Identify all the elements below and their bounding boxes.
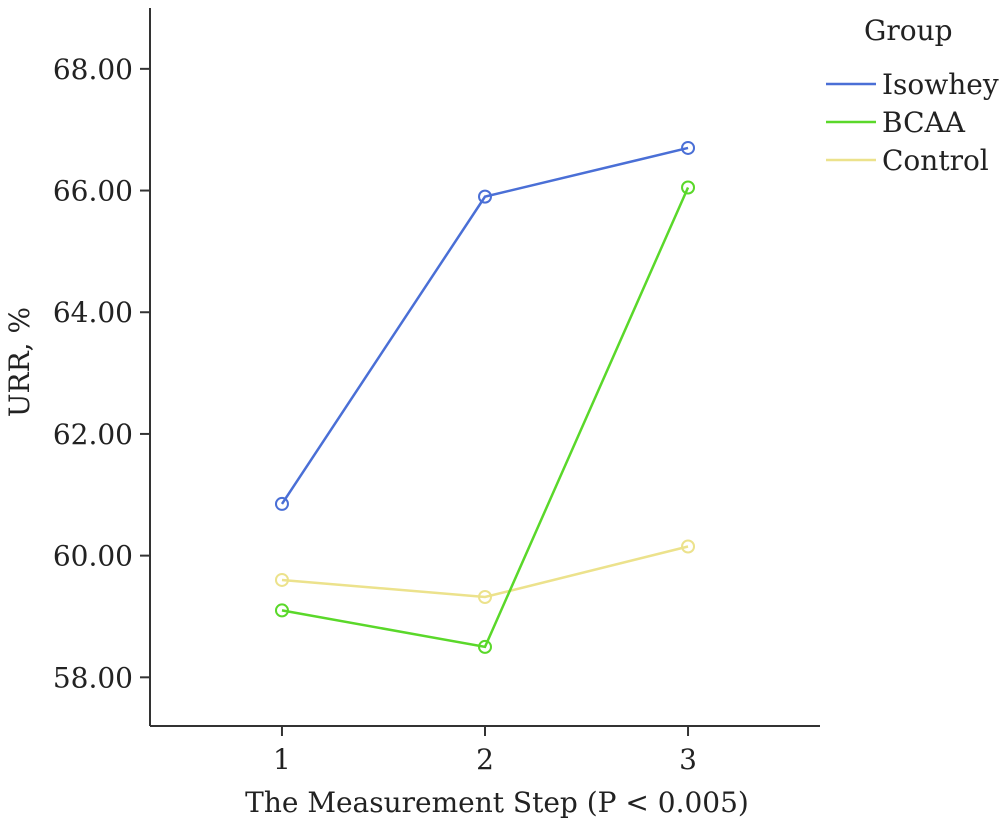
y-tick-label: 64.00 xyxy=(53,296,133,329)
legend-label-control: Control xyxy=(882,144,989,177)
data-point-isowhey xyxy=(274,496,289,511)
data-point-isowhey xyxy=(478,189,492,204)
series-line-control xyxy=(281,545,689,599)
y-tick-label: 58.00 xyxy=(53,661,133,694)
x-axis-title: The Measurement Step (P < 0.005) xyxy=(245,786,749,819)
legend-title: Group xyxy=(864,14,953,47)
data-point-control xyxy=(478,590,492,605)
data-point-control xyxy=(681,539,696,554)
x-tick-label: 2 xyxy=(476,743,494,776)
data-point-control xyxy=(274,572,289,587)
legend-label-bcaa: BCAA xyxy=(882,106,966,139)
data-point-bcaa xyxy=(681,180,696,195)
y-axis-ticks: 58.00 60.00 62.00 64.00 66.00 68.00 xyxy=(53,53,150,694)
legend: Group Isowhey BCAA Control xyxy=(826,14,999,177)
y-tick-label: 68.00 xyxy=(53,53,133,86)
series-line-isowhey xyxy=(280,146,689,505)
data-point-bcaa xyxy=(274,603,289,618)
y-tick-label: 66.00 xyxy=(53,175,133,208)
x-tick-label: 1 xyxy=(273,743,291,776)
series-line-bcaa xyxy=(281,186,690,649)
data-point-isowhey xyxy=(681,140,696,155)
x-axis-ticks: 1 2 3 xyxy=(273,726,697,776)
x-tick-label: 3 xyxy=(679,743,697,776)
axes xyxy=(149,8,820,727)
y-tick-label: 62.00 xyxy=(53,418,133,451)
legend-label-isowhey: Isowhey xyxy=(882,68,999,101)
series-layer xyxy=(274,140,696,654)
y-tick-label: 60.00 xyxy=(53,540,133,573)
data-point-bcaa xyxy=(478,639,492,654)
y-axis-title: URR, % xyxy=(3,307,36,417)
